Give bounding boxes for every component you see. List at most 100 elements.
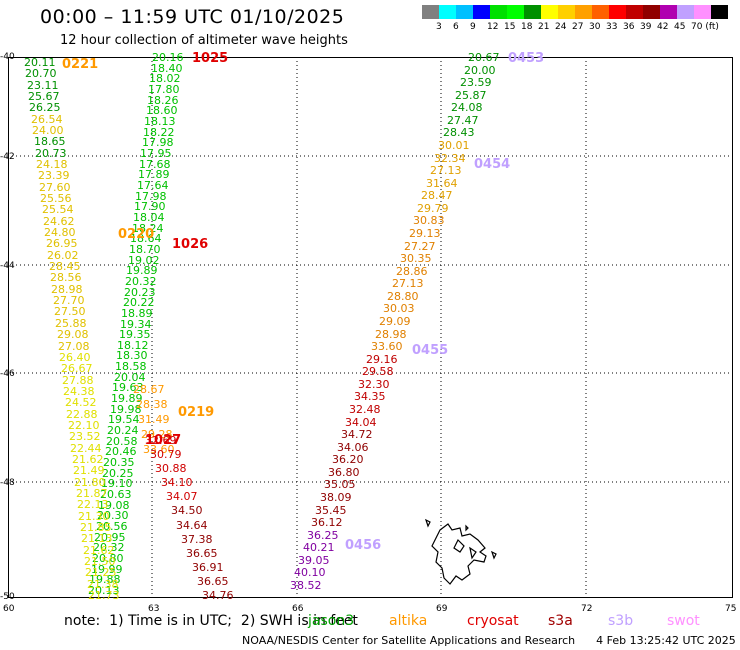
wave-height-value: 20.80 bbox=[92, 552, 124, 565]
wave-height-value: 23.39 bbox=[38, 169, 70, 182]
wave-height-value: 30.79 bbox=[150, 448, 182, 461]
wave-height-value: 32.30 bbox=[358, 378, 390, 391]
time-marker: 1025 bbox=[192, 51, 229, 66]
latitude-label: -42 bbox=[0, 152, 15, 162]
wave-height-value: 18.26 bbox=[147, 94, 179, 107]
time-marker: 0456 bbox=[345, 538, 382, 553]
wave-height-value: 38.09 bbox=[320, 491, 352, 504]
wave-height-value: 27.70 bbox=[53, 294, 85, 307]
wave-height-value: 20.46 bbox=[105, 445, 137, 458]
wave-height-value: 19.88 bbox=[89, 573, 121, 586]
colorbar-swatch bbox=[592, 5, 609, 19]
wave-height-value: 36.91 bbox=[192, 561, 224, 574]
wave-height-value: 28.98 bbox=[51, 283, 83, 296]
wave-height-value: 28.43 bbox=[443, 126, 475, 139]
wave-height-value: 18.13 bbox=[144, 115, 176, 128]
wave-height-value: 21.73 bbox=[88, 589, 120, 602]
wave-height-value: 25.56 bbox=[40, 192, 72, 205]
wave-height-value: 32.34 bbox=[434, 152, 466, 165]
time-marker: 0455 bbox=[412, 343, 449, 358]
time-marker: 0221 bbox=[62, 57, 99, 72]
wave-height-value: 36.65 bbox=[186, 547, 218, 560]
colorbar-tick-label: 9 bbox=[470, 22, 476, 32]
wave-height-value: 25.87 bbox=[455, 89, 487, 102]
wave-height-value: 28.80 bbox=[387, 290, 419, 303]
wave-height-value: 34.07 bbox=[166, 490, 198, 503]
wave-height-value: 17.68 bbox=[139, 158, 171, 171]
wave-height-value: 21.38 bbox=[87, 578, 119, 591]
time-marker: 1026 bbox=[172, 237, 209, 252]
colorbar-swatch bbox=[575, 5, 592, 19]
wave-height-value: 20.22 bbox=[123, 296, 155, 309]
wave-height-value: 29.08 bbox=[57, 328, 89, 341]
colorbar-tick-label: 33 bbox=[606, 22, 618, 32]
wave-height-value: 24.38 bbox=[63, 385, 95, 398]
wave-height-value: 28.56 bbox=[50, 271, 82, 284]
longitude-label: 66 bbox=[292, 604, 304, 614]
wave-height-value: 24.00 bbox=[32, 124, 64, 137]
grid-lines bbox=[8, 57, 733, 598]
wave-height-value: 17.80 bbox=[148, 83, 180, 96]
wave-height-value: 29.28 bbox=[141, 428, 173, 441]
wave-height-value: 23.11 bbox=[27, 79, 59, 92]
colorbar-tick-label: 24 bbox=[555, 22, 567, 32]
wave-height-value: 28.38 bbox=[136, 398, 168, 411]
wave-height-value: 18.04 bbox=[133, 211, 165, 224]
colorbar-swatch bbox=[643, 5, 660, 19]
wave-height-value: 18.58 bbox=[115, 360, 147, 373]
colorbar-tick-label: 39 bbox=[640, 22, 652, 32]
wave-height-value: 24.80 bbox=[44, 226, 76, 239]
wave-height-value: 27.27 bbox=[404, 240, 436, 253]
wave-height-value: 21.13 bbox=[81, 532, 113, 545]
wave-height-value: 18.64 bbox=[130, 232, 162, 245]
wave-height-value: 22.44 bbox=[70, 442, 102, 455]
wave-height-value: 30.01 bbox=[438, 139, 470, 152]
wave-height-value: 31.64 bbox=[426, 177, 458, 190]
wave-height-value: 27.13 bbox=[392, 277, 424, 290]
wave-height-value: 17.98 bbox=[142, 136, 174, 149]
colorbar-swatch bbox=[558, 5, 575, 19]
wave-height-value: 33.60 bbox=[371, 340, 403, 353]
wave-height-value: 20.56 bbox=[96, 520, 128, 533]
colorbar-swatch bbox=[660, 5, 677, 19]
wave-height-value: 27.60 bbox=[39, 181, 71, 194]
latitude-label: -48 bbox=[0, 478, 15, 488]
wave-height-value: 22.10 bbox=[68, 419, 100, 432]
colorbar-swatch bbox=[541, 5, 558, 19]
wave-height-value: 20.95 bbox=[94, 531, 126, 544]
wave-height-value: 19.54 bbox=[108, 413, 140, 426]
colorbar-swatch bbox=[507, 5, 524, 19]
wave-height-value: 17.98 bbox=[135, 190, 167, 203]
colorbar-tick-label: 27 bbox=[572, 22, 584, 32]
wave-height-value: 34.35 bbox=[354, 390, 386, 403]
colorbar-swatch bbox=[439, 5, 456, 19]
wave-height-value: 30.83 bbox=[413, 214, 445, 227]
wave-height-value: 19.34 bbox=[120, 318, 152, 331]
wave-height-value: 40.10 bbox=[294, 566, 326, 579]
colorbar-tick-label: 21 bbox=[538, 22, 550, 32]
colorbar-swatch bbox=[711, 5, 728, 19]
wave-height-value: 19.89 bbox=[126, 264, 158, 277]
wave-height-value: 36.65 bbox=[197, 575, 229, 588]
wave-height-value: 20.67 bbox=[468, 51, 500, 64]
longitude-label: 63 bbox=[148, 604, 160, 614]
colorbar-swatch bbox=[626, 5, 643, 19]
satellite-legend-item: jason3 bbox=[308, 613, 355, 629]
latitude-label: -46 bbox=[0, 369, 15, 379]
wave-height-value: 21.49 bbox=[73, 464, 105, 477]
wave-height-value: 32.48 bbox=[349, 403, 381, 416]
satellite-legend-item: altika bbox=[389, 613, 428, 629]
wave-height-value: 22.13 bbox=[77, 498, 109, 511]
wave-height-value: 23.52 bbox=[69, 430, 101, 443]
time-marker: 0453 bbox=[508, 51, 545, 66]
wave-height-value: 18.02 bbox=[149, 72, 181, 85]
wave-height-value: 24.52 bbox=[65, 396, 97, 409]
wave-height-value: 30.88 bbox=[155, 462, 187, 475]
wave-height-value: 26.25 bbox=[29, 101, 61, 114]
colorbar-tick-label: 18 bbox=[521, 22, 533, 32]
wave-height-value: 25.67 bbox=[28, 90, 60, 103]
longitude-label: 72 bbox=[581, 604, 593, 614]
wave-height-value: 35.45 bbox=[315, 504, 347, 517]
map-plot-area bbox=[8, 57, 733, 598]
wave-height-value: 27.50 bbox=[54, 305, 86, 318]
